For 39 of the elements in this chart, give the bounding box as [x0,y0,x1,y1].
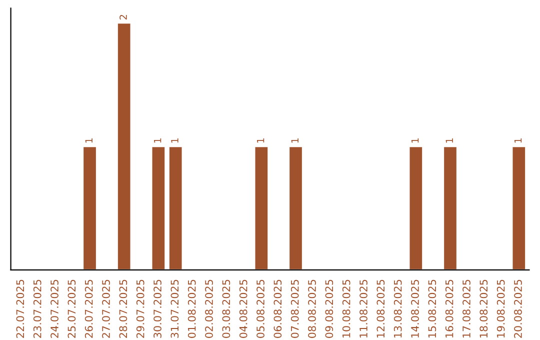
data-label: 1 [85,138,92,143]
data-label: 1 [171,138,178,143]
x-tick-label: 13.08.2025 [394,280,402,338]
x-tick-label: 01.08.2025 [188,280,196,338]
x-tick-label: 15.08.2025 [428,280,436,338]
x-tick-label: 18.08.2025 [480,280,488,338]
x-tick-label: 14.08.2025 [411,280,419,338]
data-label: 1 [514,138,522,143]
x-tick-label: 12.08.2025 [376,280,385,338]
x-tick-label: 29.07.2025 [136,280,144,338]
data-label: 1 [257,138,264,143]
x-tick-label: 10.08.2025 [342,280,350,338]
x-tick-label: 09.08.2025 [325,280,334,338]
data-label: 1 [291,138,298,143]
x-tick-label: 20.08.2025 [514,280,522,338]
x-tick-label: 07.08.2025 [290,280,299,338]
x-tick-label: 28.07.2025 [119,280,128,338]
x-tick-label: 08.08.2025 [308,280,316,338]
x-tick-label: 11.08.2025 [360,280,368,338]
x-tick-label: 30.07.2025 [154,280,162,338]
x-tick-label: 17.08.2025 [462,280,470,338]
x-tick-label: 04.08.2025 [239,280,248,338]
x-tick-label: 19.08.2025 [496,280,505,338]
x-tick-label: 25.07.2025 [68,280,76,338]
x-tick-label: 16.08.2025 [445,280,454,338]
x-tick-label: 02.08.2025 [205,280,213,338]
data-label: 1 [446,138,453,143]
x-tick-label: 03.08.2025 [222,280,230,338]
x-tick-label: 27.07.2025 [102,280,110,338]
x-tick-label: 31.07.2025 [170,280,179,338]
x-tick-label: 06.08.2025 [274,280,282,338]
x-tick-label: 24.07.2025 [50,280,58,338]
data-label: 1 [412,138,419,143]
x-tick-label: 22.07.2025 [16,280,24,338]
x-tick-label: 05.08.2025 [256,280,264,338]
data-label: 1 [154,138,162,143]
x-tick-label: 26.07.2025 [84,280,93,338]
data-label: 2 [120,14,127,20]
x-tick-label: 23.07.2025 [33,280,42,338]
